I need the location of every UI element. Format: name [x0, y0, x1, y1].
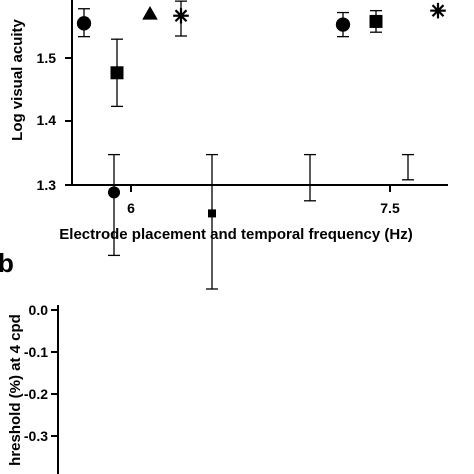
data-point-circle — [76, 16, 92, 31]
panel-a-data-points — [76, 0, 446, 108]
data-point-triangle — [142, 6, 158, 20]
panel-b-y-tick-label: 0.0 — [29, 302, 49, 318]
panel-b-y-axis-title: hreshold (%) at 4 cpd — [7, 314, 24, 466]
panel-b-y-tick-label: -0.3 — [24, 428, 48, 444]
data-point-square — [369, 14, 383, 28]
data-point-asterisk — [430, 2, 446, 19]
error-bar — [402, 153, 414, 181]
panel-a: 1.5 1.4 1.3 6 7.5 Electrode placement an… — [9, 0, 448, 243]
panel-a-y-tick-label: 1.3 — [37, 177, 57, 193]
error-bar — [108, 153, 120, 257]
data-point-asterisk-stroke — [174, 9, 188, 23]
panel-a-x-tick-label: 6 — [127, 200, 135, 216]
data-point-square — [208, 209, 216, 218]
error-bar — [206, 153, 218, 290]
panel-b-letter: b — [0, 248, 14, 278]
data-point-circle — [107, 186, 121, 199]
error-bar — [304, 153, 316, 202]
panel-a-y-tick-label: 1.4 — [37, 112, 57, 128]
data-point-square — [110, 66, 124, 80]
panel-b: b 0.0 -0.1 -0.2 -0.3 hreshold (%) at 4 c… — [0, 153, 414, 474]
data-point-asterisk — [173, 7, 189, 24]
panel-a-x-tick-label: 7.5 — [380, 200, 400, 216]
panel-a-y-tick-label: 1.5 — [37, 50, 57, 66]
panel-a-y-axis-title: Log visual acuity — [9, 18, 26, 140]
panel-b-data-points — [107, 153, 414, 290]
panel-b-y-tick-label: -0.2 — [24, 386, 48, 402]
data-point-circle — [335, 17, 351, 32]
data-point-asterisk-stroke — [431, 4, 445, 17]
panel-a-x-axis-title: Electrode placement and temporal frequen… — [59, 226, 412, 243]
panel-b-y-tick-label: -0.1 — [24, 344, 48, 360]
